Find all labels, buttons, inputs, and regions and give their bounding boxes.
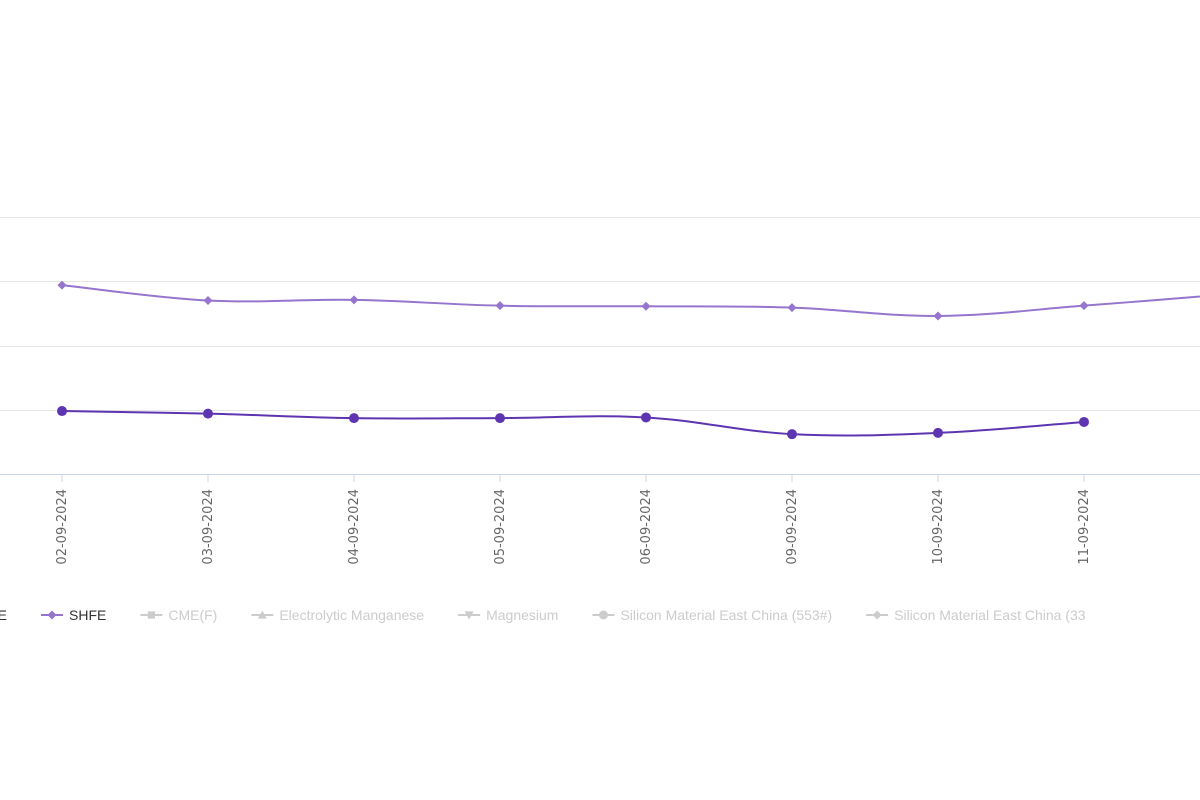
series-group bbox=[57, 280, 1200, 440]
data-point-shfe bbox=[1079, 301, 1089, 311]
data-point-shfe bbox=[57, 280, 67, 290]
legend-label: Silicon Material East China (33 bbox=[894, 607, 1086, 623]
x-tick-label: 09-09-2024 bbox=[785, 489, 800, 565]
grid-lines bbox=[0, 217, 1200, 475]
legend-item-magnesium[interactable]: Magnesium bbox=[458, 607, 558, 623]
legend-symbol-marker bbox=[598, 610, 608, 620]
legend-symbol-marker bbox=[147, 611, 155, 619]
legend-label: ME bbox=[0, 607, 7, 623]
legend-label: Electrolytic Manganese bbox=[279, 607, 424, 623]
x-tick-label: 10-09-2024 bbox=[931, 489, 946, 565]
legend-item-me[interactable]: ME bbox=[0, 607, 7, 623]
series-line-shfe bbox=[61, 284, 1200, 317]
legend-symbol-marker bbox=[47, 610, 57, 620]
data-point-shfe bbox=[641, 301, 651, 311]
data-point-shfe bbox=[349, 295, 359, 305]
legend-label: Magnesium bbox=[486, 607, 558, 623]
legend-item-silicon-material-east-china-33[interactable]: Silicon Material East China (33 bbox=[866, 607, 1086, 623]
legend-label: Silicon Material East China (553#) bbox=[620, 607, 832, 623]
data-point-lme bbox=[787, 429, 797, 440]
legend-item-cme-f[interactable]: CME(F) bbox=[140, 607, 217, 623]
data-point-lme bbox=[495, 413, 505, 424]
x-tick-label: 04-09-2024 bbox=[347, 489, 362, 565]
data-point-lme bbox=[203, 408, 213, 419]
legend[interactable]: ME SHFE CME(F) Electrolytic Manganese Magnes… bbox=[0, 607, 1086, 623]
data-point-shfe bbox=[933, 311, 943, 321]
legend-symbol-marker bbox=[257, 610, 267, 619]
legend-symbol-marker bbox=[464, 611, 474, 620]
legend-item-shfe[interactable]: SHFE bbox=[41, 607, 106, 623]
data-point-shfe bbox=[495, 301, 505, 311]
data-point-lme bbox=[57, 406, 67, 417]
legend-item-silicon-material-east-china-553[interactable]: Silicon Material East China (553#) bbox=[592, 607, 832, 623]
legend-label: SHFE bbox=[69, 607, 106, 623]
x-tick-label: 06-09-2024 bbox=[639, 489, 654, 565]
series-line-lme bbox=[61, 410, 1085, 437]
data-point-lme bbox=[1079, 416, 1089, 427]
x-tick-label: 05-09-2024 bbox=[493, 489, 508, 565]
x-tick-label: 02-09-2024 bbox=[55, 489, 70, 565]
x-axis: 02-09-2024 03-09-2024 04-09-2024 05-09-2024… bbox=[55, 474, 1092, 565]
legend-label: CME(F) bbox=[168, 607, 217, 623]
x-tick-label: 11-09-2024 bbox=[1077, 489, 1092, 565]
data-point-lme bbox=[641, 412, 651, 423]
legend-item-electrolytic-manganese[interactable]: Electrolytic Manganese bbox=[251, 607, 424, 623]
data-point-lme bbox=[933, 427, 943, 438]
x-tick-label: 03-09-2024 bbox=[201, 489, 216, 565]
legend-symbol-marker bbox=[872, 610, 882, 620]
data-point-shfe bbox=[203, 296, 213, 306]
data-point-lme bbox=[349, 413, 359, 424]
data-point-shfe bbox=[787, 303, 797, 313]
